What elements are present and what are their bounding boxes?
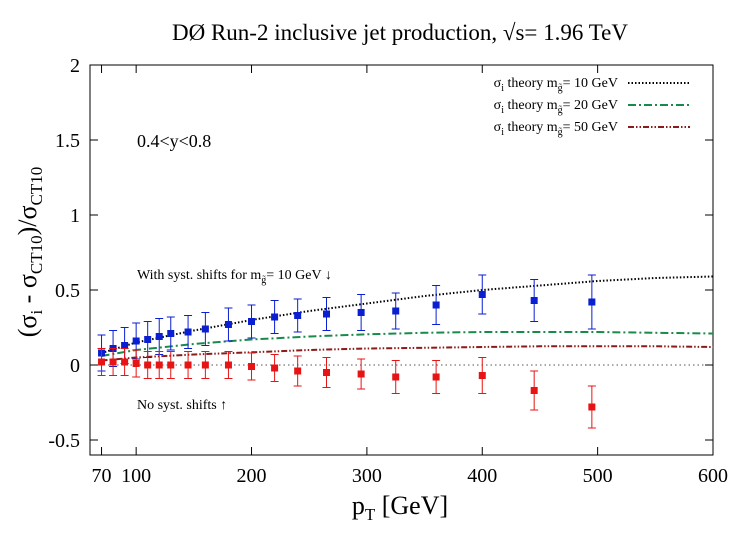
data-point: [201, 361, 209, 369]
data-point: [392, 307, 400, 315]
y-axis-ticks: -0.5 0 0.5 1 1.5 2: [48, 55, 713, 452]
data-point: [432, 301, 440, 309]
data-point: [155, 333, 163, 340]
data-point: [248, 363, 256, 370]
data-point: [530, 387, 538, 394]
data-point: [224, 361, 232, 369]
data-point: [184, 328, 192, 336]
syst-shift-annotation: With syst. shifts for mg̃= 10 GeV ↓: [137, 268, 332, 286]
data-point: [121, 342, 129, 349]
data-point: [357, 309, 365, 316]
y-axis-title: (σi - σCT10)/σCT10: [13, 167, 46, 337]
legend-entry-2: σi theory mg̃= 20 GeV: [494, 98, 618, 116]
data-point: [167, 330, 175, 337]
data-point: [155, 361, 163, 369]
data-point: [121, 358, 129, 366]
rapidity-region-label: 0.4<y<0.8: [137, 131, 211, 151]
data-point: [294, 367, 302, 375]
theory-curve-3: [101, 345, 714, 362]
data-point: [248, 318, 256, 325]
data-point: [478, 291, 486, 298]
legend: σi theory mg̃= 10 GeV σi theory mg̃= 20 …: [494, 76, 690, 138]
x-tick-label: 70: [92, 465, 112, 487]
y-tick-label: -0.5: [48, 430, 80, 452]
data-point: [588, 298, 596, 306]
data-point: [224, 321, 232, 328]
point-series-1: [97, 274, 596, 372]
data-point: [432, 373, 440, 381]
data-point: [478, 372, 486, 379]
data-point: [201, 325, 209, 333]
data-point: [530, 297, 538, 304]
data-point: [392, 373, 400, 381]
data-point: [98, 358, 106, 366]
x-tick-label: 400: [467, 465, 497, 487]
data-point: [323, 310, 331, 318]
x-tick-label: 300: [352, 465, 382, 487]
data-point: [184, 361, 192, 369]
data-point: [132, 360, 140, 367]
data-point: [144, 336, 152, 343]
data-points: [97, 274, 596, 429]
theory-curves: [101, 275, 714, 362]
x-axis-title: pT [GeV]: [352, 491, 448, 524]
chart-title: DØ Run-2 inclusive jet production, √s= 1…: [172, 20, 628, 45]
y-tick-label: 0: [70, 355, 80, 377]
data-point: [132, 337, 140, 345]
y-tick-label: 2: [70, 55, 80, 77]
x-axis-ticks: 70 100 200 300 400 500 600: [92, 65, 728, 487]
data-point: [271, 313, 279, 321]
no-syst-shift-annotation: No syst. shifts ↑: [137, 398, 227, 413]
y-tick-label: 0.5: [55, 280, 80, 302]
data-point: [294, 312, 302, 319]
point-series-2: [97, 348, 596, 429]
theory-curve-2: [101, 331, 714, 357]
x-tick-label: 500: [583, 465, 613, 487]
x-tick-label: 100: [121, 465, 151, 487]
legend-entry-3: σi theory mg̃= 50 GeV: [494, 120, 618, 138]
plot-frame: [89, 64, 714, 456]
data-point: [588, 403, 596, 411]
data-point: [144, 361, 152, 369]
data-point: [323, 369, 331, 376]
data-point: [109, 358, 117, 366]
y-tick-label: 1.5: [55, 130, 80, 152]
x-tick-label: 200: [237, 465, 267, 487]
legend-entry-1: σi theory mg̃= 10 GeV: [494, 76, 618, 94]
data-point: [167, 361, 175, 369]
theory-curve-1: [101, 275, 714, 354]
x-tick-label: 600: [698, 465, 728, 487]
data-point: [357, 370, 365, 378]
data-point: [271, 364, 279, 372]
y-tick-label: 1: [70, 205, 80, 227]
